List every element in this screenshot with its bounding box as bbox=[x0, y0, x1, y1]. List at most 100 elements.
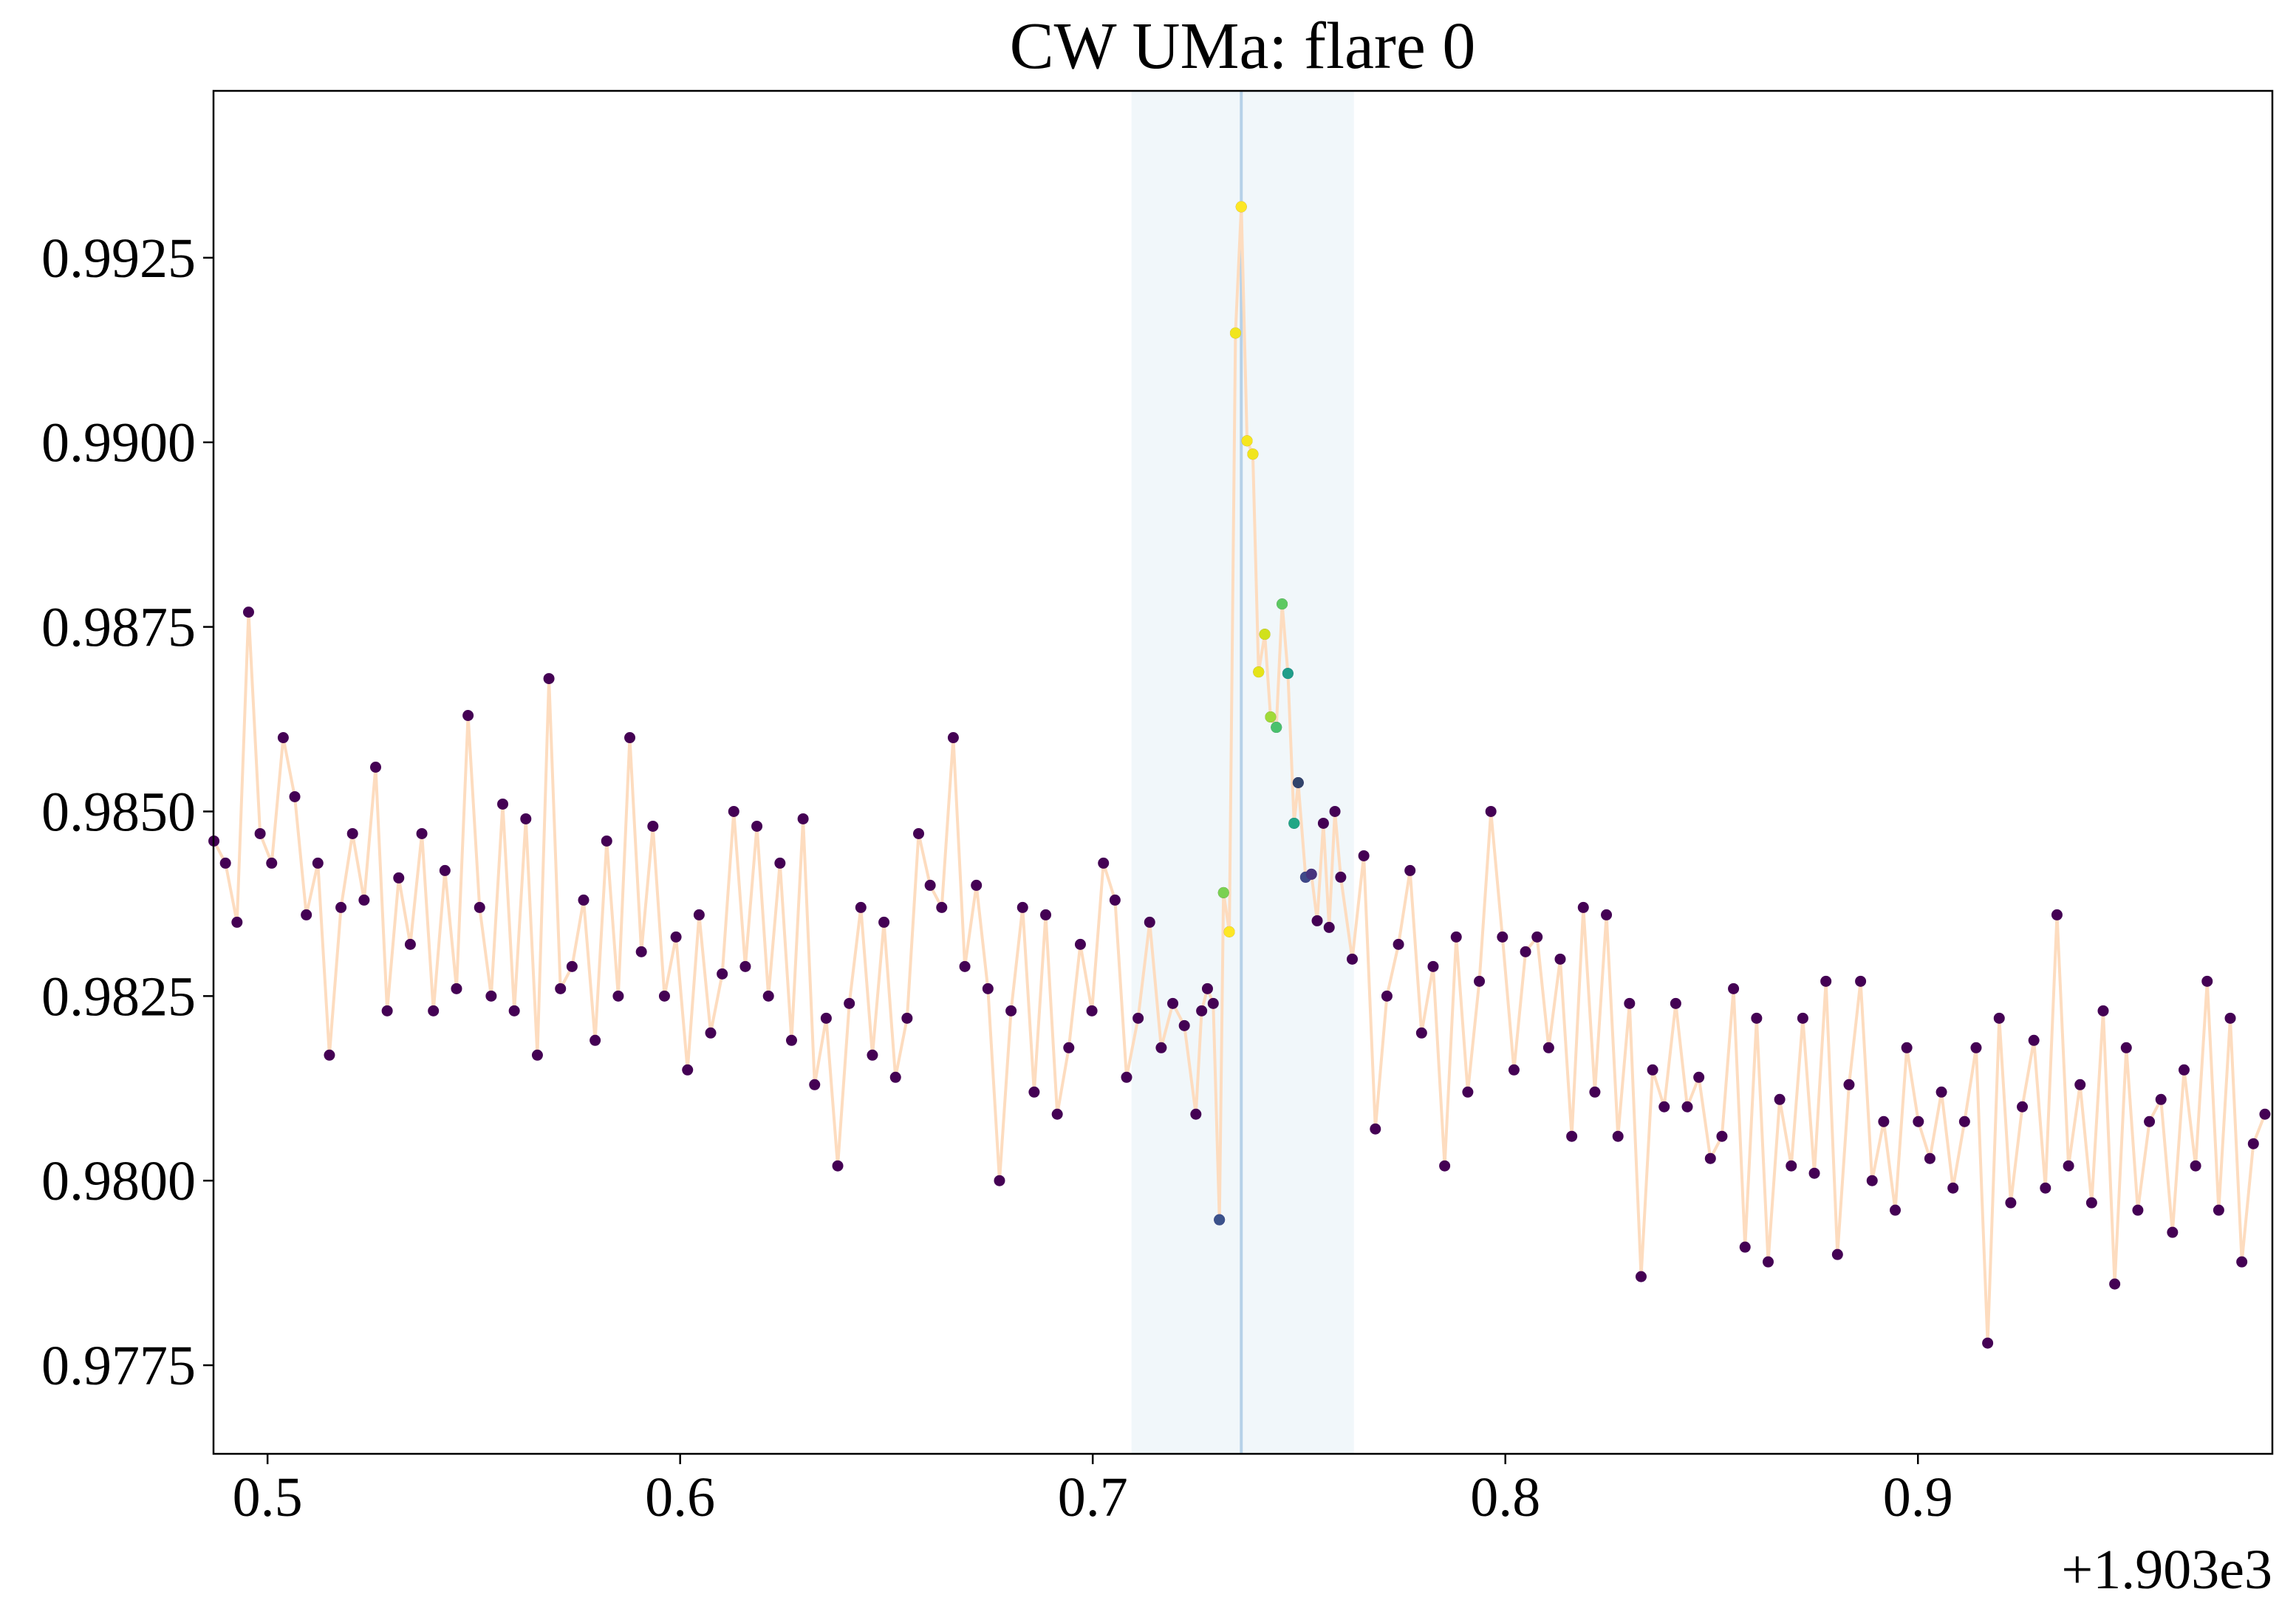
flare-point bbox=[1223, 926, 1235, 937]
data-point bbox=[797, 813, 809, 824]
data-point bbox=[497, 798, 509, 810]
data-point bbox=[578, 894, 590, 906]
data-point bbox=[647, 820, 659, 832]
data-point bbox=[1497, 931, 1509, 943]
data-point bbox=[1201, 983, 1213, 994]
data-point bbox=[2028, 1034, 2040, 1046]
data-point bbox=[1601, 909, 1613, 920]
data-point bbox=[1474, 975, 1486, 987]
data-point bbox=[2040, 1182, 2051, 1194]
data-point bbox=[809, 1079, 821, 1090]
data-point bbox=[1554, 953, 1566, 965]
data-point bbox=[335, 901, 347, 913]
data-point bbox=[381, 1005, 393, 1016]
data-point bbox=[1866, 1175, 1878, 1186]
data-point bbox=[635, 946, 647, 957]
data-point bbox=[1542, 1042, 1554, 1053]
data-point bbox=[728, 805, 739, 817]
data-point bbox=[1132, 1012, 1144, 1024]
x-offset-label: +1.903e3 bbox=[2061, 1539, 2272, 1601]
data-point bbox=[1017, 901, 1028, 913]
data-point bbox=[1329, 805, 1341, 817]
data-point bbox=[658, 990, 670, 1002]
data-point bbox=[1121, 1071, 1132, 1083]
data-point bbox=[1086, 1005, 1098, 1016]
data-point bbox=[242, 607, 254, 618]
data-point bbox=[1913, 1115, 1924, 1127]
data-point bbox=[254, 827, 266, 839]
data-point bbox=[439, 864, 451, 876]
data-point bbox=[1415, 1027, 1427, 1039]
data-point bbox=[982, 983, 994, 994]
data-point bbox=[717, 968, 728, 980]
flare-point bbox=[1253, 666, 1265, 678]
data-point bbox=[1774, 1093, 1786, 1105]
data-point bbox=[901, 1012, 913, 1024]
data-point bbox=[1005, 1005, 1017, 1016]
data-point bbox=[231, 916, 243, 928]
data-point bbox=[543, 673, 555, 685]
data-point bbox=[2085, 1197, 2097, 1209]
data-point bbox=[1040, 909, 1052, 920]
data-point bbox=[924, 879, 936, 891]
data-point bbox=[393, 872, 405, 884]
data-point bbox=[1577, 901, 1589, 913]
y-tick-label: 0.9850 bbox=[41, 781, 196, 843]
data-point bbox=[2201, 975, 2213, 987]
data-point bbox=[508, 1005, 520, 1016]
y-tick-label: 0.9925 bbox=[41, 228, 196, 290]
data-point bbox=[219, 857, 231, 869]
data-point bbox=[301, 909, 312, 920]
data-point bbox=[1109, 894, 1121, 906]
flare-point bbox=[1241, 435, 1253, 447]
data-point bbox=[1728, 983, 1740, 994]
data-point bbox=[1890, 1204, 1902, 1216]
chart-title: CW UMa: flare 0 bbox=[1010, 10, 1476, 83]
data-point bbox=[1624, 997, 1636, 1009]
flare-point bbox=[1229, 327, 1241, 339]
data-point bbox=[971, 879, 983, 891]
data-point bbox=[2017, 1101, 2029, 1113]
data-point bbox=[994, 1175, 1005, 1186]
data-point bbox=[531, 1049, 543, 1061]
y-tick-label: 0.9900 bbox=[41, 412, 196, 474]
data-point bbox=[1751, 1012, 1763, 1024]
data-point bbox=[1704, 1152, 1716, 1164]
data-point bbox=[1028, 1086, 1040, 1098]
data-point bbox=[947, 732, 959, 744]
data-point bbox=[1970, 1042, 1982, 1053]
data-point bbox=[1647, 1064, 1658, 1076]
data-point bbox=[1190, 1108, 1202, 1120]
data-point bbox=[1797, 1012, 1808, 1024]
data-point bbox=[1820, 975, 1832, 987]
data-point bbox=[1393, 938, 1404, 950]
data-point bbox=[1958, 1115, 1970, 1127]
plot-frame bbox=[212, 89, 2274, 1455]
data-point bbox=[416, 827, 428, 839]
flare-point bbox=[1265, 711, 1277, 723]
data-point bbox=[1051, 1108, 1063, 1120]
data-point bbox=[1901, 1042, 1913, 1053]
data-point bbox=[2144, 1115, 2156, 1127]
y-tick-label: 0.9800 bbox=[41, 1150, 196, 1212]
flare-point bbox=[1259, 629, 1271, 640]
data-point bbox=[913, 827, 925, 839]
data-point bbox=[1098, 857, 1110, 869]
data-point bbox=[774, 857, 786, 869]
data-point bbox=[2178, 1064, 2190, 1076]
x-tick-label: 0.8 bbox=[1470, 1466, 1540, 1528]
flare-point bbox=[1271, 722, 1282, 734]
data-point bbox=[2109, 1278, 2121, 1290]
data-point bbox=[1347, 953, 1359, 965]
data-point bbox=[358, 894, 370, 906]
data-point bbox=[474, 901, 485, 913]
data-point bbox=[2051, 909, 2063, 920]
data-point bbox=[1878, 1115, 1890, 1127]
data-point bbox=[404, 938, 416, 950]
data-point bbox=[682, 1064, 694, 1076]
flare-point bbox=[1305, 868, 1317, 880]
data-point bbox=[1843, 1079, 1855, 1090]
y-tick-label: 0.9875 bbox=[41, 597, 196, 659]
data-point bbox=[1144, 916, 1155, 928]
